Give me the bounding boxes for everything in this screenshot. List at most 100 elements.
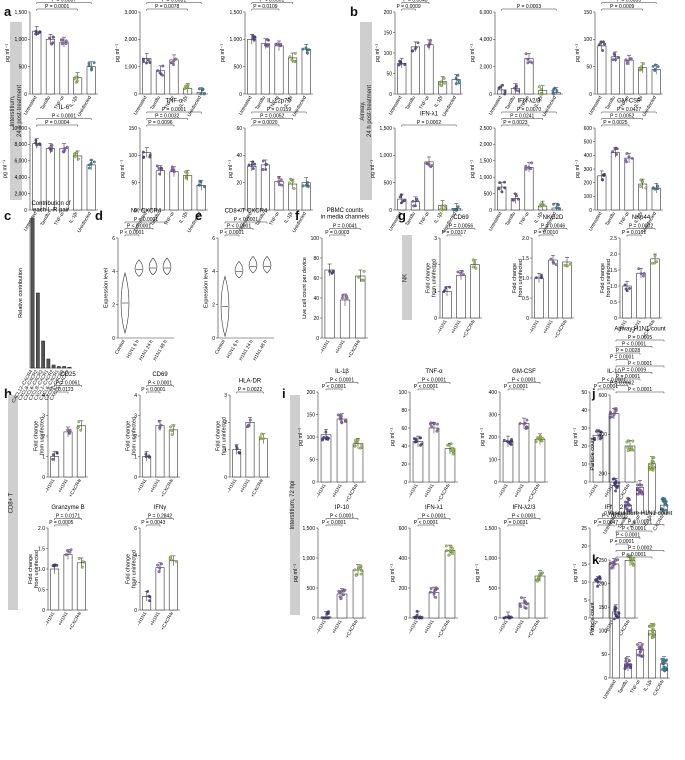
chart-g2: NKG2D 0 0.5 1.0 1.5 2.0 Fold changefrom uninfe… — [512, 215, 574, 339]
x-tick-label-f-1: +H1N1 — [334, 339, 347, 355]
y-tick-label-b6-0: 0 — [589, 208, 592, 214]
y-tick-label-b2-1: 2,000 — [479, 64, 492, 70]
data-point-h2-0-2 — [144, 452, 148, 456]
data-point-b5-4-3 — [556, 203, 560, 207]
y-tick-label-i1-0: 0 — [312, 480, 315, 486]
y-tick-label-b5-4: 2,000 — [479, 142, 492, 148]
sig-bracket-b1-3 — [401, 8, 416, 11]
data-point-a5-0-4 — [148, 153, 152, 157]
y-axis-label-h2: Fold changefrom uninfected — [125, 417, 137, 455]
data-point-a1-1-1 — [48, 36, 51, 40]
data-point-a3-1-4 — [265, 38, 269, 41]
data-point-a1-2-2 — [64, 42, 68, 45]
data-point-h3-1-3 — [248, 418, 252, 422]
data-point-k-4-11 — [663, 668, 667, 672]
data-point-a6-4-1 — [306, 181, 309, 184]
p-value-j-4: P < 0.0001 — [628, 361, 652, 367]
data-point-b3-1-2 — [616, 56, 620, 59]
data-point-b1-4-2 — [457, 78, 460, 82]
data-point-a1-4-4 — [90, 66, 94, 70]
x-tick-label-b3-0: Untreated — [588, 95, 604, 117]
y-tick-label-i2-2: 40 — [401, 444, 407, 450]
data-point-i5-2-4 — [359, 572, 363, 576]
data-point-j-4-9 — [663, 501, 667, 505]
data-point-a6-4-3 — [304, 183, 308, 187]
data-point-i2-0-4 — [418, 436, 422, 440]
data-point-i3-2-1 — [541, 437, 545, 440]
data-point-b5-2-4 — [524, 164, 528, 168]
data-point-a4-3-4 — [75, 151, 79, 155]
y-axis-label-i3: pg ml⁻¹ — [480, 428, 486, 446]
sig-bracket-k-5 — [615, 556, 653, 559]
data-point-b3-4-0 — [651, 64, 655, 68]
y-tick-label-b2-3: 6,000 — [479, 10, 492, 16]
data-point-i5-1-7 — [340, 589, 343, 593]
data-point-i7-2-6 — [535, 579, 539, 583]
y-tick-label-i6-0: 0 — [404, 616, 407, 622]
chart-title-a6: IL-12p70 — [267, 99, 291, 105]
y-tick-label-b6-1: 100 — [584, 194, 593, 200]
x-tick-label-a4-3: IL-1βi — [68, 211, 79, 224]
bar-g2-0 — [534, 277, 544, 319]
data-point-b3-0-2 — [599, 40, 603, 44]
data-point-i2-2-8 — [449, 442, 453, 446]
data-point-b6-2-4 — [625, 160, 628, 164]
p-value-i2-1: P < 0.0001 — [414, 384, 438, 390]
y-tick-label-g3-3: 1.5 — [610, 268, 617, 274]
violin-e-2 — [248, 255, 258, 274]
bar-i4-1 — [608, 413, 620, 483]
data-point-a3-3-0 — [293, 51, 297, 55]
data-point-h5-1-1 — [156, 563, 159, 567]
data-point-b1-3-2 — [439, 84, 443, 88]
p-value-k-3: P = 0.0001 — [610, 539, 634, 545]
data-point-b1-1-1 — [416, 41, 420, 45]
sig-bracket-i4-0 — [597, 382, 631, 384]
data-point-a3-2-3 — [279, 42, 283, 46]
data-point-a5-2-4 — [172, 168, 176, 172]
data-point-i8-1-8 — [610, 566, 614, 570]
data-point-h5-0-2 — [146, 590, 150, 593]
data-point-h1-2-1 — [77, 420, 81, 424]
bar-h4-2 — [76, 562, 86, 611]
y-axis-label-a2: pg ml⁻¹ — [115, 44, 121, 62]
y-tick-label-h3-2: 2 — [224, 420, 227, 426]
data-point-i2-2-3 — [446, 443, 449, 447]
p-value-b5-2: P = 0.0023 — [503, 120, 527, 126]
y-tick-label-b5-3: 1,500 — [479, 159, 492, 165]
data-point-g3-1-0 — [637, 267, 641, 271]
y-axis-label-i5: pg ml⁻¹ — [293, 564, 299, 582]
y-tick-label-h2-4: 4 — [134, 393, 137, 399]
data-point-a5-4-2 — [198, 179, 202, 183]
y-tick-label-i4-5: 50 — [581, 390, 587, 396]
data-point-i2-2-5 — [450, 446, 454, 450]
data-point-a1-3-4 — [75, 79, 79, 83]
data-point-i6-1-3 — [432, 590, 436, 594]
y-axis-label-i7: pg ml⁻¹ — [475, 564, 481, 582]
data-point-b4-2-2 — [426, 162, 429, 166]
sig-bracket-i3-0 — [507, 382, 541, 384]
p-value-a2-0: P = 0.0001 — [162, 0, 186, 4]
p-value-d-0: P < 0.0001 — [134, 217, 158, 223]
x-tick-label-a3-0: Untreated — [238, 95, 254, 117]
data-point-i1-2-8 — [353, 444, 357, 448]
y-tick-label-i4-4: 40 — [581, 408, 587, 414]
data-point-i7-2-2 — [540, 571, 544, 575]
data-point-b3-1-3 — [611, 58, 615, 62]
data-point-k-4-6 — [665, 658, 668, 662]
violin-e-3 — [262, 255, 272, 274]
y-tick-label-a1-2: 1,000 — [14, 37, 27, 43]
sig-bracket-j-0 — [615, 339, 665, 342]
p-value-b1-2: P = 0.0043 — [403, 0, 427, 4]
p-value-i8-1: P = 0.0047 — [594, 520, 618, 526]
panel-label-g: g — [398, 208, 406, 223]
sig-bracket-i2-0 — [417, 382, 451, 384]
data-point-a1-0-2 — [36, 32, 40, 35]
data-point-h2-2-0 — [172, 424, 176, 427]
data-point-i4-0-8 — [595, 429, 598, 433]
p-value-b5-0: P = 0.0070 — [517, 107, 541, 113]
x-tick-label-i5-1: +H1N1 — [331, 619, 344, 635]
data-point-i1-1-2 — [336, 413, 340, 417]
